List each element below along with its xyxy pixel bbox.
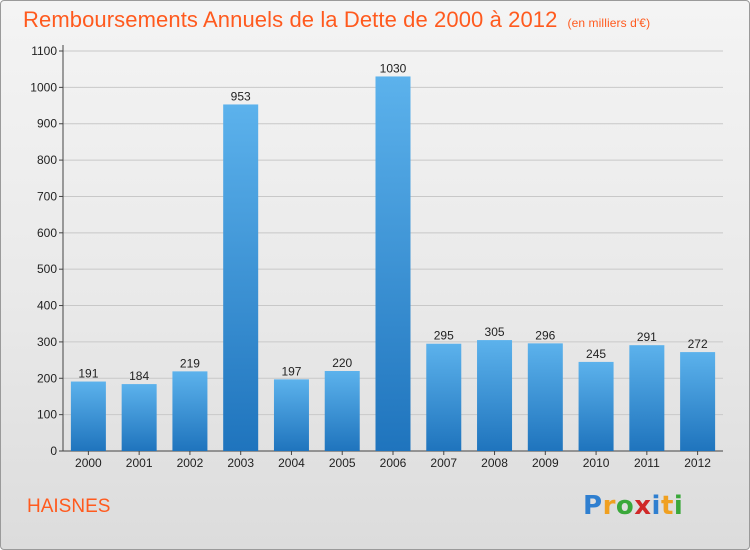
y-tick-label: 800: [37, 153, 57, 167]
y-tick-label: 0: [50, 444, 57, 458]
value-label: 272: [688, 337, 708, 351]
bar-2001: [121, 384, 157, 451]
chart-title-text: Remboursements Annuels de la Dette de 20…: [23, 7, 558, 32]
value-label: 953: [231, 89, 251, 103]
bar-2012: [680, 352, 716, 451]
x-tick-label: 2011: [634, 456, 660, 470]
value-label: 296: [535, 328, 555, 342]
value-label: 197: [281, 364, 301, 378]
value-label: 295: [434, 329, 454, 343]
x-tick-label: 2008: [481, 456, 508, 470]
bar-2004: [273, 379, 309, 451]
y-tick-label: 1000: [30, 80, 57, 94]
city-name: HAISNES: [27, 496, 111, 517]
logo-letter: i: [673, 491, 684, 521]
bar-2010: [578, 361, 614, 451]
y-tick-label: 400: [37, 299, 57, 313]
logo-letter: r: [602, 491, 616, 521]
x-tick-label: 2005: [329, 456, 356, 470]
x-tick-label: 2002: [177, 456, 204, 470]
y-tick-label: 200: [37, 371, 57, 385]
value-label: 184: [129, 369, 149, 383]
bar-2005: [324, 371, 360, 451]
bar-2002: [172, 371, 208, 451]
x-tick-label: 2004: [278, 456, 305, 470]
x-tick-label: 2003: [227, 456, 254, 470]
bar-2009: [527, 343, 563, 451]
y-tick-label: 600: [37, 226, 57, 240]
bar-2011: [629, 345, 665, 451]
bar-2006: [375, 76, 411, 452]
logo-letter: i: [651, 491, 661, 521]
bar-2008: [477, 340, 513, 451]
chart-title: Remboursements Annuels de la Dette de 20…: [23, 7, 650, 33]
x-tick-label: 2009: [532, 456, 559, 470]
x-tick-label: 2012: [684, 456, 711, 470]
value-label: 220: [332, 356, 352, 370]
x-tick-label: 2006: [380, 456, 407, 470]
proxiti-logo: Proxiti: [583, 491, 683, 521]
value-label: 191: [78, 367, 98, 381]
bar-2000: [70, 381, 106, 451]
bar-2003: [223, 104, 259, 452]
x-tick-label: 2001: [126, 456, 153, 470]
value-label: 245: [586, 347, 606, 361]
value-label: 305: [485, 325, 505, 339]
x-tick-label: 2000: [75, 456, 102, 470]
chart-unit: (en milliers d'€): [567, 16, 651, 30]
y-tick-label: 700: [37, 189, 57, 203]
y-tick-label: 100: [37, 408, 57, 422]
y-tick-label: 300: [37, 335, 57, 349]
value-label: 219: [180, 356, 200, 370]
x-tick-label: 2010: [583, 456, 610, 470]
labels: 191 2000 184 2001 219 2002 953 2003 197 2004 220 20…: [75, 61, 711, 470]
bars: [70, 76, 716, 452]
logo-letter: o: [615, 491, 635, 521]
bar-2007: [426, 343, 462, 451]
value-label: 291: [637, 330, 657, 344]
y-tick-label: 1100: [31, 44, 57, 58]
logo-letter: P: [583, 491, 603, 521]
y-tick-label: 500: [37, 262, 57, 276]
value-label: 1030: [380, 61, 407, 75]
y-tick-label: 900: [37, 117, 57, 131]
logo-letter: t: [660, 491, 674, 521]
x-tick-label: 2007: [430, 456, 457, 470]
logo-letter: x: [634, 491, 652, 521]
